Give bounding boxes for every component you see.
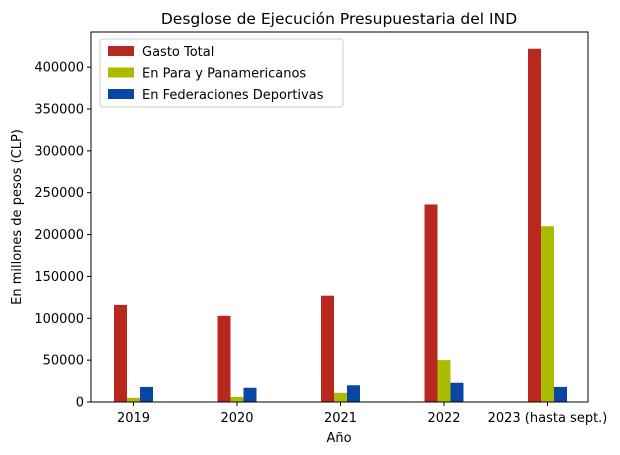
x-axis-label: Año xyxy=(326,431,351,446)
y-tick-label: 300000 xyxy=(34,144,84,159)
x-tick-label: 2021 xyxy=(324,411,357,426)
bar-gasto-total-2021 xyxy=(321,295,334,402)
x-tick-label: 2023 (hasta sept.) xyxy=(488,411,608,426)
legend-label: En Federaciones Deportivas xyxy=(142,88,324,103)
bar-en-federaciones-deportivas-2022 xyxy=(450,382,464,402)
bar-en-para-y-panamericanos-2022 xyxy=(437,360,451,402)
legend-swatch xyxy=(108,67,134,78)
y-tick-label: 250000 xyxy=(34,186,84,201)
y-axis-label: En millones de pesos (CLP) xyxy=(10,129,25,305)
bar-en-federaciones-deportivas-2019 xyxy=(140,386,153,402)
bar-en-para-y-panamericanos-2021 xyxy=(334,392,347,402)
bar-en-para-y-panamericanos-2020 xyxy=(230,396,244,402)
y-tick-label: 50000 xyxy=(43,354,84,369)
y-tick-label: 200000 xyxy=(34,228,84,243)
plot-frame xyxy=(90,31,589,403)
bar-gasto-total-2020 xyxy=(217,315,231,402)
chart-title: Desglose de Ejecución Presupuestaria del… xyxy=(161,10,517,28)
x-tick-label: 2019 xyxy=(117,411,150,426)
bar-gasto-total-2019 xyxy=(114,304,127,402)
legend-label: Gasto Total xyxy=(142,45,214,60)
legend-label: En Para y Panamericanos xyxy=(142,67,306,82)
bar-gasto-total-2023-hasta-sept- xyxy=(528,48,541,403)
bar-en-para-y-panamericanos-2023-hasta-sept- xyxy=(541,226,554,402)
x-tick-label: 2020 xyxy=(220,411,253,426)
bar-en-federaciones-deportivas-2023-hasta-sept- xyxy=(554,386,567,402)
x-tick-label: 2022 xyxy=(427,411,460,426)
x-axis: 2019 2020 2021 2022 2023 (hasta sept.) xyxy=(117,402,607,426)
bar-en-federaciones-deportivas-2021 xyxy=(347,385,360,402)
legend-swatch xyxy=(108,89,134,99)
y-tick-label: 400000 xyxy=(34,61,84,76)
y-tick-label: 150000 xyxy=(34,270,84,285)
legend-swatch xyxy=(108,46,134,56)
bar-gasto-total-2022 xyxy=(424,204,438,402)
bar-en-para-y-panamericanos-2019 xyxy=(127,397,140,402)
y-tick-label: 100000 xyxy=(34,312,84,327)
bar-en-federaciones-deportivas-2020 xyxy=(243,387,257,402)
legend: Gasto Total En Para y Panamericanos En Fed… xyxy=(99,38,344,108)
y-tick-label: 0 xyxy=(76,396,84,411)
y-tick-label: 350000 xyxy=(34,103,84,118)
bars-group xyxy=(114,48,567,403)
legend-box xyxy=(99,38,344,108)
y-axis: 0 50000 100000 150000 200000 250000 300000 3500… xyxy=(34,61,91,411)
